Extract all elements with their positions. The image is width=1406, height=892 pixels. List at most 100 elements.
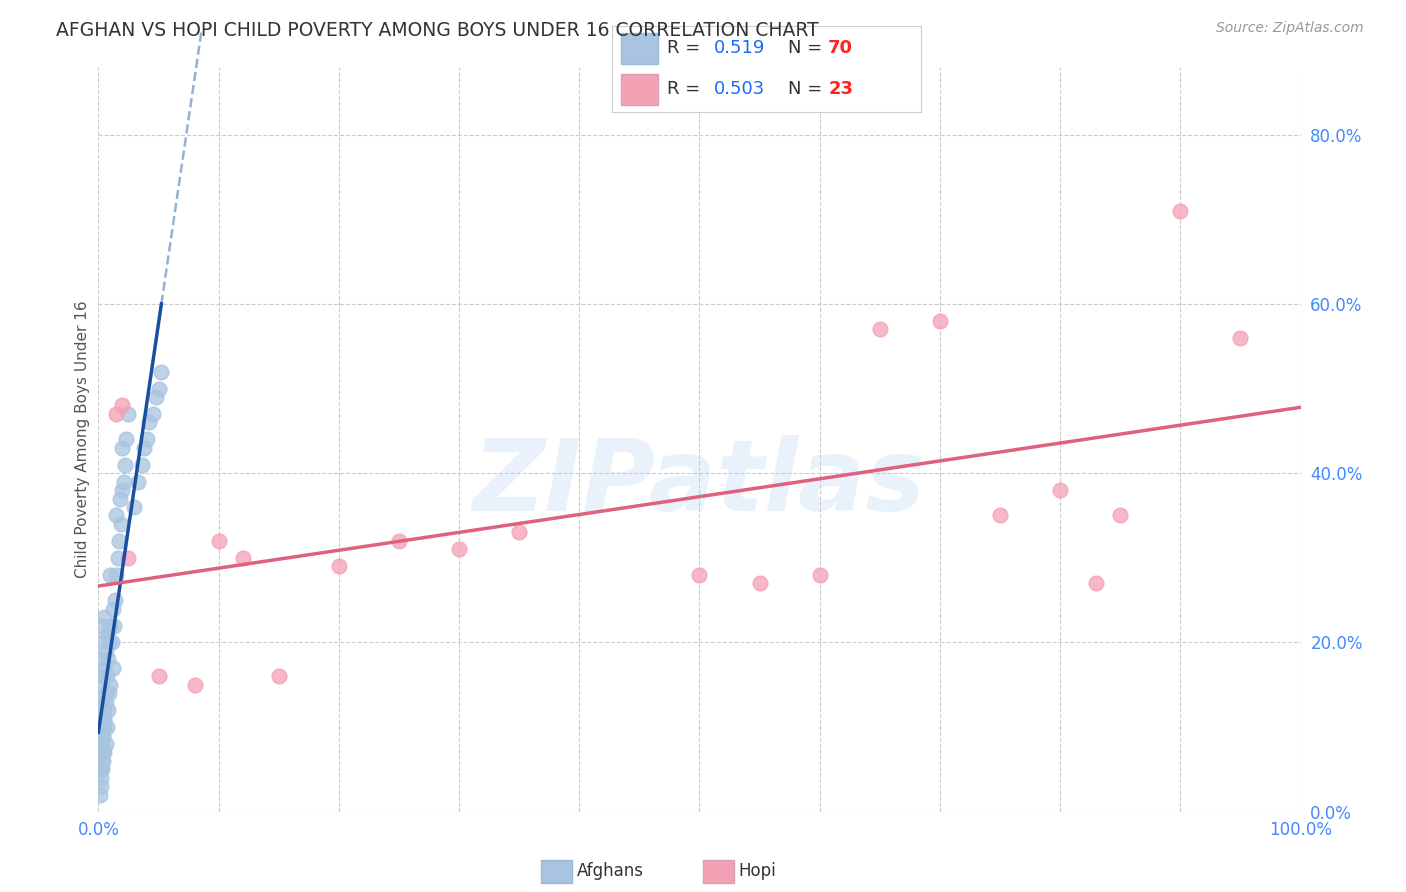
Point — [98, 686, 121, 700]
Point — [135, 432, 157, 446]
Point — [101, 601, 124, 615]
Text: 70: 70 — [828, 39, 853, 57]
Point — [689, 567, 711, 582]
Point — [101, 661, 124, 675]
Point — [100, 567, 122, 582]
Point — [89, 703, 111, 717]
Point — [145, 390, 167, 404]
Point — [91, 754, 114, 768]
Point — [928, 314, 950, 328]
Point — [94, 737, 117, 751]
Point — [91, 729, 114, 743]
Point — [232, 550, 254, 565]
Point — [105, 407, 128, 421]
Point — [127, 475, 149, 489]
Point — [91, 737, 114, 751]
Point — [97, 703, 120, 717]
Point — [148, 382, 170, 396]
Point — [91, 635, 114, 649]
Point — [1229, 331, 1251, 345]
Point — [90, 678, 112, 692]
Point — [103, 618, 125, 632]
Point — [111, 483, 134, 497]
Text: R =: R = — [668, 39, 706, 57]
Point — [117, 407, 139, 421]
Point — [108, 533, 131, 548]
Point — [149, 365, 172, 379]
Point — [100, 678, 122, 692]
Point — [328, 559, 350, 574]
Point — [89, 763, 111, 777]
Point — [90, 771, 112, 785]
Point — [93, 746, 115, 760]
Point — [93, 720, 115, 734]
Point — [96, 627, 118, 641]
Point — [104, 593, 127, 607]
Point — [1085, 576, 1108, 591]
Point — [91, 712, 114, 726]
Point — [117, 550, 139, 565]
Point — [138, 416, 160, 430]
Y-axis label: Child Poverty Among Boys Under 16: Child Poverty Among Boys Under 16 — [75, 301, 90, 578]
Point — [96, 720, 118, 734]
Point — [100, 635, 122, 649]
FancyBboxPatch shape — [621, 33, 658, 63]
Point — [98, 635, 121, 649]
Text: 23: 23 — [828, 80, 853, 98]
Point — [748, 576, 770, 591]
Point — [1109, 508, 1132, 523]
Point — [89, 737, 111, 751]
Text: R =: R = — [668, 80, 706, 98]
Point — [93, 712, 115, 726]
Point — [508, 525, 530, 540]
Point — [131, 458, 153, 472]
Text: Source: ZipAtlas.com: Source: ZipAtlas.com — [1216, 21, 1364, 35]
Point — [90, 720, 112, 734]
Point — [115, 432, 138, 446]
Point — [105, 508, 128, 523]
Point — [91, 695, 114, 709]
Point — [94, 686, 117, 700]
Point — [447, 542, 470, 557]
Point — [96, 669, 118, 683]
Point — [808, 567, 831, 582]
Point — [89, 788, 111, 802]
Point — [90, 763, 112, 777]
Point — [93, 703, 115, 717]
Point — [132, 441, 155, 455]
Point — [208, 533, 231, 548]
Point — [111, 399, 134, 413]
Point — [108, 491, 131, 506]
Point — [91, 618, 114, 632]
Point — [94, 644, 117, 658]
Point — [91, 652, 114, 666]
Point — [90, 780, 112, 794]
Point — [90, 746, 112, 760]
FancyBboxPatch shape — [621, 74, 658, 104]
Point — [97, 652, 120, 666]
Text: Afghans: Afghans — [576, 863, 644, 880]
Point — [111, 441, 134, 455]
Point — [91, 763, 114, 777]
Text: 0.503: 0.503 — [714, 80, 765, 98]
Point — [114, 458, 136, 472]
Point — [124, 500, 146, 514]
Point — [267, 669, 290, 683]
Point — [1049, 483, 1071, 497]
Text: N =: N = — [787, 39, 828, 57]
Point — [388, 533, 411, 548]
Point — [1170, 203, 1192, 218]
Point — [110, 516, 132, 531]
Point — [100, 618, 122, 632]
Point — [183, 678, 205, 692]
Point — [93, 610, 115, 624]
Point — [107, 550, 129, 565]
Point — [91, 669, 114, 683]
Point — [988, 508, 1011, 523]
Text: 0.519: 0.519 — [714, 39, 765, 57]
Point — [148, 669, 170, 683]
Point — [93, 661, 115, 675]
Point — [105, 567, 128, 582]
Point — [94, 695, 117, 709]
Point — [141, 407, 163, 421]
